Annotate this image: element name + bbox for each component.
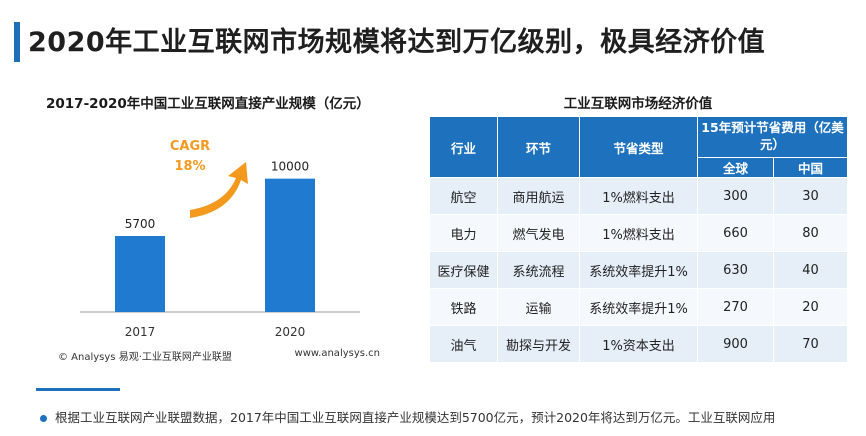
chart-title: 2017-2020年中国工业互联网直接产业规模（亿元） — [46, 96, 370, 112]
cell-link: 商用航运 — [497, 177, 580, 215]
cell-china: 20 — [773, 288, 848, 326]
cell-link: 运输 — [497, 288, 580, 326]
table-row: 航空 商用航运 1%燃料支出 300 30 — [429, 177, 848, 215]
cagr-arrow-icon — [190, 162, 248, 218]
cell-china: 70 — [773, 325, 848, 363]
cell-china: 40 — [773, 251, 848, 289]
cell-global: 630 — [697, 251, 774, 289]
bar-2020 — [265, 178, 315, 312]
cagr-value: 18% — [174, 159, 205, 174]
cell-saving-type: 1%燃料支出 — [579, 214, 698, 252]
header-china: 中国 — [773, 157, 848, 178]
cagr-label: CAGR — [170, 139, 210, 154]
table-row: 电力 燃气发电 1%燃料支出 660 80 — [429, 214, 848, 252]
cell-industry: 航空 — [429, 177, 498, 215]
cell-saving-type: 系统效率提升1% — [579, 251, 698, 289]
category-label-2020: 2020 — [275, 325, 306, 339]
cell-global: 270 — [697, 288, 774, 326]
header-saving-type: 节省类型 — [579, 116, 698, 178]
cell-industry: 电力 — [429, 214, 498, 252]
cell-saving-type: 1%燃料支出 — [579, 177, 698, 215]
header-link: 环节 — [497, 116, 580, 178]
cell-link: 系统流程 — [497, 251, 580, 289]
section-divider — [36, 388, 120, 391]
header-saving-group: 15年预计节省费用（亿美元） — [697, 116, 848, 158]
cell-global: 660 — [697, 214, 774, 252]
cell-link: 勘探与开发 — [497, 325, 580, 363]
cell-global: 300 — [697, 177, 774, 215]
table-row: 医疗保健 系统流程 系统效率提升1% 630 40 — [429, 251, 848, 289]
bar-2017 — [115, 236, 165, 312]
cell-china: 30 — [773, 177, 848, 215]
cell-industry: 油气 — [429, 325, 498, 363]
cell-saving-type: 系统效率提升1% — [579, 288, 698, 326]
page-title: 2020年工业互联网市场规模将达到万亿级别，极具经济价值 — [28, 27, 766, 58]
header-industry: 行业 — [429, 116, 498, 178]
cell-industry: 医疗保健 — [429, 251, 498, 289]
table-title: 工业互联网市场经济价值 — [563, 96, 713, 112]
summary-text: 根据工业互联网产业联盟数据，2017年中国工业互联网直接产业规模达到5700亿元… — [55, 410, 776, 425]
header-global: 全球 — [697, 157, 774, 178]
category-label-2017: 2017 — [125, 325, 156, 339]
bullet-dot-icon — [40, 415, 47, 422]
cell-saving-type: 1%资本支出 — [579, 325, 698, 363]
source-url: www.analysys.cn — [294, 348, 380, 359]
economic-value-table: 行业 环节 节省类型 15年预计节省费用（亿美元） 全球 中国 航空 商用航运 … — [429, 116, 848, 363]
cell-global: 900 — [697, 325, 774, 363]
table-row: 铁路 运输 系统效率提升1% 270 20 — [429, 288, 848, 326]
bar-chart: 5700 2017 10000 2020 CAGR 18% — [80, 139, 360, 339]
cell-industry: 铁路 — [429, 288, 498, 326]
title-accent-bar — [14, 22, 20, 62]
summary-bullet: 根据工业互联网产业联盟数据，2017年中国工业互联网直接产业规模达到5700亿元… — [40, 407, 775, 426]
data-label-2017: 5700 — [125, 217, 156, 231]
cell-link: 燃气发电 — [497, 214, 580, 252]
table-row: 油气 勘探与开发 1%资本支出 900 70 — [429, 325, 848, 363]
data-label-2020: 10000 — [271, 160, 309, 174]
cell-china: 80 — [773, 214, 848, 252]
copyright-text: © Analysys 易观·工业互联网产业联盟 — [58, 352, 232, 363]
